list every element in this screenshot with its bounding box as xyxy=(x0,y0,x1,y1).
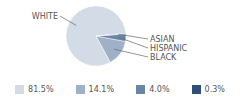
svg-text:WHITE: WHITE xyxy=(32,12,58,21)
html-text:0.3%: 0.3% xyxy=(204,85,225,94)
html-text:14.1%: 14.1% xyxy=(88,85,114,94)
html-text:81.5%: 81.5% xyxy=(28,85,54,94)
svg-text:BLACK: BLACK xyxy=(150,53,177,62)
svg-text:ASIAN: ASIAN xyxy=(150,35,174,44)
html-text:4.0%: 4.0% xyxy=(149,85,170,94)
svg-text:HISPANIC: HISPANIC xyxy=(150,44,188,53)
